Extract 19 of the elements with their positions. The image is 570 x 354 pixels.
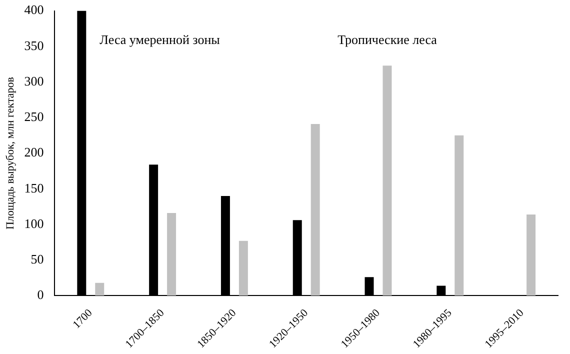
bar [454,135,464,296]
bar [382,66,392,296]
y-tick-label: 400 [24,2,44,18]
bar [167,213,176,296]
series-label: Тропические леса [338,32,438,48]
bar [238,240,248,296]
series-label: Леса умеренной зоны [100,32,220,48]
bar [526,214,536,296]
bar [95,282,104,296]
bar [310,124,320,296]
y-tick-label: 0 [37,287,44,302]
y-tick-label: 250 [24,109,44,124]
y-axis-title: Площадь вырубок, млн гектаров [4,77,16,230]
y-tick-label: 100 [24,216,44,231]
y-tick-label: 350 [24,38,44,53]
y-tick-label: 300 [24,73,44,88]
y-tick-label: 150 [24,180,44,196]
y-tick-label: 50 [30,251,44,266]
y-tick-label: 200 [24,144,44,160]
